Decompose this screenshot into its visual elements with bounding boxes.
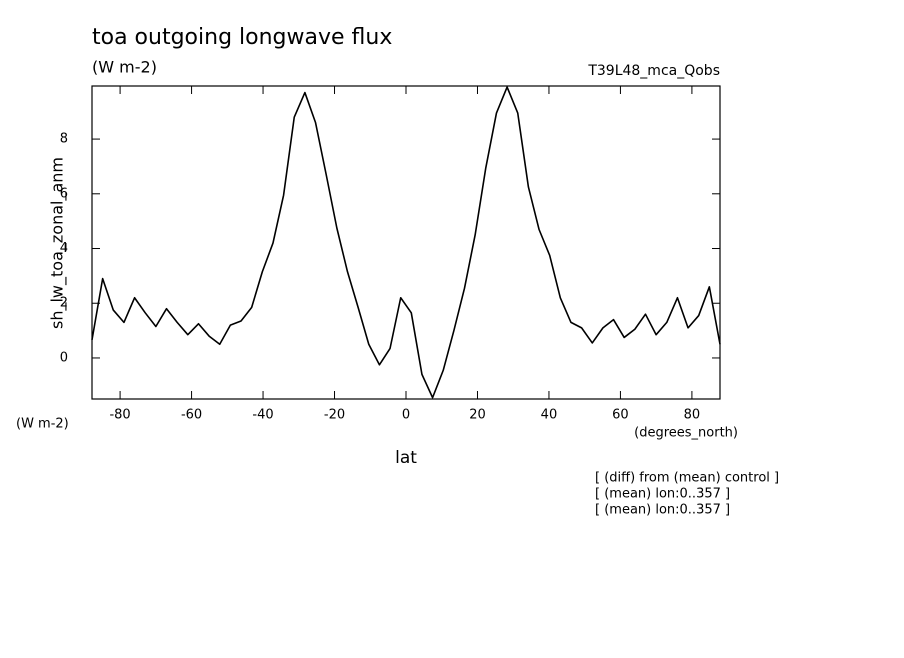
note: [ (mean) lon:0..357 ] [595,503,730,518]
y-tick-label: 4 [60,241,68,256]
y-tick-label: 2 [60,296,68,311]
chart-title: toa outgoing longwave flux [92,25,392,50]
y-tick-label: 6 [60,186,68,201]
x-tick-label: -40 [252,408,273,423]
x-tick-label: 80 [684,408,701,423]
x-tick-label: -80 [109,408,130,423]
x-axis-label: lat [395,448,417,468]
x-units: (degrees_north) [634,426,738,441]
x-tick-label: 20 [469,408,486,423]
plot-frame [91,85,721,400]
x-tick-label: 40 [541,408,558,423]
y-axis-label: sh_lw_toa_zonal_anm [48,157,68,329]
note: [ (diff) from (mean) control ] [595,471,779,486]
run-label: T39L48_mca_Qobs [587,63,720,79]
y-tick-label: 0 [60,350,68,365]
units: (W m-2) [92,58,157,77]
y-tick-label: 8 [60,132,68,147]
x-tick-label: -20 [324,408,345,423]
x-tick-label: 60 [612,408,629,423]
x-tick-label: 0 [402,408,410,423]
y-units: (W m-2) [16,417,69,432]
line-series [91,86,721,399]
note: [ (mean) lon:0..357 ] [595,487,730,502]
x-tick-label: -60 [181,408,202,423]
